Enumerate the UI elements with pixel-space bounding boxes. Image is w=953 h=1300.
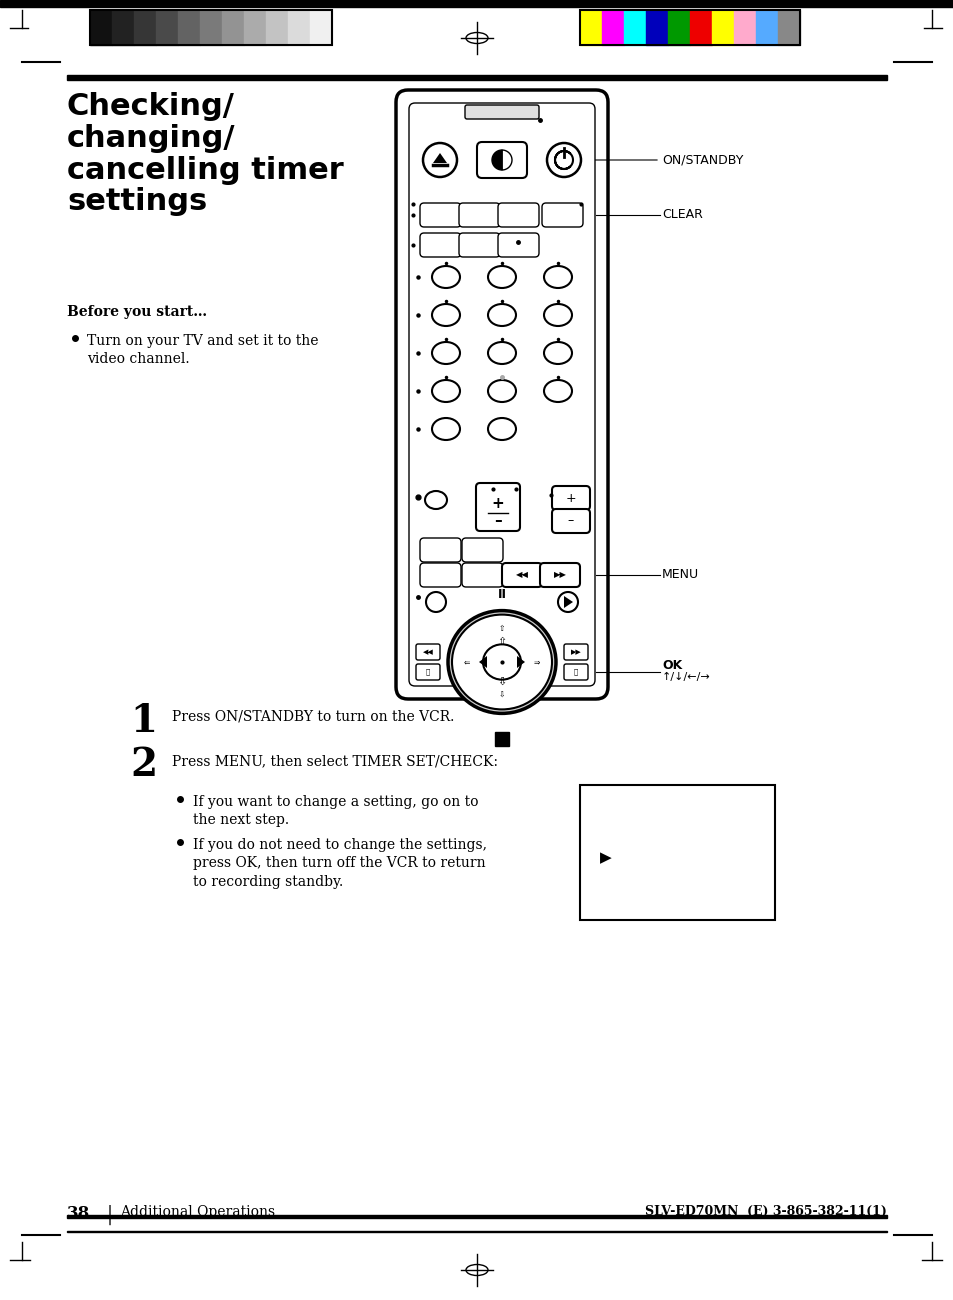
FancyBboxPatch shape: [461, 538, 502, 562]
Text: Additional Operations: Additional Operations: [120, 1205, 274, 1219]
Text: ⇐: ⇐: [463, 658, 470, 667]
Bar: [579, 10, 800, 46]
Bar: [667, 10, 689, 46]
Text: –: –: [494, 512, 501, 528]
Bar: [67, 1216, 886, 1218]
FancyBboxPatch shape: [552, 510, 589, 533]
Bar: [178, 10, 200, 46]
Text: Press ON/STANDBY to turn on the VCR.: Press ON/STANDBY to turn on the VCR.: [172, 710, 454, 724]
Text: ◀◀: ◀◀: [515, 571, 528, 580]
Ellipse shape: [482, 645, 520, 680]
Bar: [623, 10, 645, 46]
Bar: [645, 10, 667, 46]
Text: ON/STANDBY: ON/STANDBY: [661, 153, 742, 166]
Polygon shape: [563, 595, 573, 608]
Bar: [601, 10, 623, 46]
Bar: [579, 785, 774, 920]
Wedge shape: [492, 150, 501, 170]
Text: ◀◀: ◀◀: [422, 649, 433, 655]
FancyBboxPatch shape: [497, 203, 538, 228]
Text: 2: 2: [130, 746, 157, 784]
Text: ▶▶: ▶▶: [553, 571, 566, 580]
Text: ↑/↓/←/→: ↑/↓/←/→: [661, 672, 710, 682]
Bar: [244, 10, 266, 46]
Bar: [156, 10, 178, 46]
Bar: [67, 75, 886, 81]
Bar: [200, 10, 222, 46]
FancyBboxPatch shape: [552, 486, 589, 510]
Text: │: │: [105, 1205, 115, 1225]
Bar: [495, 732, 509, 746]
FancyBboxPatch shape: [461, 563, 502, 588]
Text: –: –: [567, 515, 574, 528]
Text: 38: 38: [67, 1205, 91, 1222]
Text: Press MENU, then select TIMER SET/CHECK:: Press MENU, then select TIMER SET/CHECK:: [172, 754, 497, 768]
Text: Before you start…: Before you start…: [67, 306, 207, 318]
FancyBboxPatch shape: [476, 484, 519, 530]
Bar: [90, 10, 332, 46]
Text: Turn on your TV and set it to the
video channel.: Turn on your TV and set it to the video …: [87, 334, 318, 367]
Bar: [689, 10, 711, 46]
Bar: [733, 10, 755, 46]
Text: II: II: [497, 589, 506, 602]
FancyBboxPatch shape: [395, 90, 607, 699]
FancyBboxPatch shape: [541, 203, 582, 228]
Text: ⇩: ⇩: [497, 677, 506, 686]
Text: +: +: [565, 491, 576, 504]
Bar: [711, 10, 733, 46]
Text: ⇧: ⇧: [497, 637, 506, 647]
Bar: [112, 10, 133, 46]
Text: ▶▶: ▶▶: [570, 649, 580, 655]
Bar: [67, 1231, 886, 1232]
Bar: [222, 10, 244, 46]
Bar: [90, 10, 112, 46]
FancyBboxPatch shape: [501, 563, 541, 588]
Ellipse shape: [448, 611, 556, 714]
Bar: [266, 10, 288, 46]
Bar: [288, 10, 310, 46]
Text: ▶: ▶: [599, 850, 611, 865]
FancyBboxPatch shape: [419, 203, 460, 228]
Ellipse shape: [452, 615, 552, 710]
Polygon shape: [517, 656, 524, 668]
FancyBboxPatch shape: [539, 563, 579, 588]
Text: If you do not need to change the settings,
press OK, then turn off the VCR to re: If you do not need to change the setting…: [193, 838, 486, 889]
Bar: [0, 0, 953, 6]
FancyBboxPatch shape: [419, 563, 460, 588]
FancyBboxPatch shape: [458, 203, 499, 228]
Text: If you want to change a setting, go on to
the next step.: If you want to change a setting, go on t…: [193, 796, 478, 827]
Text: ⏭: ⏭: [574, 668, 578, 675]
Text: OK: OK: [661, 659, 681, 672]
Text: ⇒: ⇒: [534, 658, 539, 667]
Bar: [133, 10, 156, 46]
Text: ⇩: ⇩: [498, 690, 505, 699]
FancyBboxPatch shape: [563, 664, 587, 680]
Bar: [778, 10, 800, 46]
Text: ⏮: ⏮: [425, 668, 430, 675]
Text: +: +: [491, 497, 504, 511]
Text: Checking/
changing/
cancelling timer
settings: Checking/ changing/ cancelling timer set…: [67, 92, 343, 216]
FancyBboxPatch shape: [419, 233, 460, 257]
Polygon shape: [433, 153, 447, 162]
FancyBboxPatch shape: [497, 233, 538, 257]
FancyBboxPatch shape: [476, 142, 526, 178]
FancyBboxPatch shape: [563, 644, 587, 660]
Text: SLV-ED70MN  (E) 3-865-382-11(1): SLV-ED70MN (E) 3-865-382-11(1): [644, 1205, 886, 1218]
FancyBboxPatch shape: [409, 103, 595, 686]
FancyBboxPatch shape: [419, 538, 460, 562]
FancyBboxPatch shape: [416, 664, 439, 680]
Bar: [310, 10, 332, 46]
Text: 1: 1: [130, 702, 157, 740]
FancyBboxPatch shape: [464, 105, 538, 120]
FancyBboxPatch shape: [416, 644, 439, 660]
Text: ⇧: ⇧: [498, 624, 505, 633]
FancyBboxPatch shape: [458, 233, 499, 257]
Text: CLEAR: CLEAR: [661, 208, 702, 221]
Polygon shape: [478, 656, 486, 668]
Text: MENU: MENU: [661, 568, 699, 581]
Bar: [579, 10, 601, 46]
Bar: [755, 10, 778, 46]
